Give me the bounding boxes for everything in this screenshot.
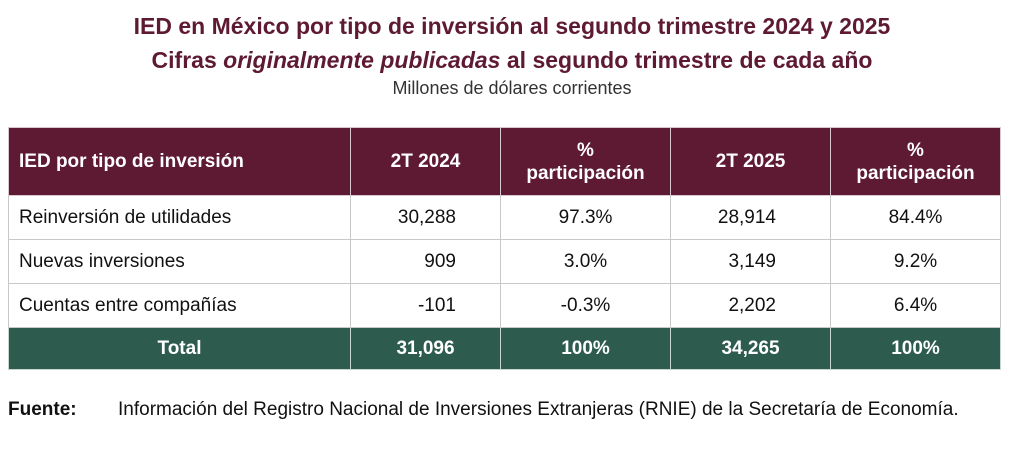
column-header-share-2025: % participación <box>830 127 1001 196</box>
total-value-2024: 31,096 <box>350 327 501 370</box>
source-text: Información del Registro Nacional de Inv… <box>118 399 959 420</box>
row-value-2025: 3,149 <box>670 239 831 284</box>
total-share-2024: 100% <box>500 327 671 370</box>
title-line2-after: al segundo trimestre de cada año <box>500 47 873 73</box>
row-share-2025: 6.4% <box>830 283 1001 328</box>
row-share-2024: -0.3% <box>500 283 671 328</box>
column-header-share-2024: % participación <box>500 127 671 196</box>
column-header-2t2025: 2T 2025 <box>670 127 831 196</box>
row-value-2024: -101 <box>350 283 501 328</box>
fdi-table-container: IED por tipo de inversión 2T 2024 % parti… <box>8 127 1001 370</box>
share-2024-symbol: % <box>577 139 594 161</box>
column-header-2t2024: 2T 2024 <box>350 127 501 196</box>
row-share-2025: 84.4% <box>830 195 1001 240</box>
source-label: Fuente: <box>8 399 77 420</box>
title-line2-italic: originalmente publicadas <box>223 47 501 73</box>
table-row: Cuentas entre compañías -101 -0.3% 2,202… <box>8 283 1001 328</box>
row-concept: Reinversión de utilidades <box>8 195 351 240</box>
fdi-table: IED por tipo de inversión 2T 2024 % parti… <box>8 127 1001 370</box>
total-row: Total 31,096 100% 34,265 100% <box>8 327 1001 370</box>
share-2024-label: participación <box>526 162 645 184</box>
page-title-line2: Cifras originalmente publicadas al segun… <box>0 46 1024 74</box>
row-value-2024: 909 <box>350 239 501 284</box>
table-header: IED por tipo de inversión 2T 2024 % parti… <box>8 127 1001 196</box>
row-value-2025: 2,202 <box>670 283 831 328</box>
row-share-2025: 9.2% <box>830 239 1001 284</box>
table-footer: Total 31,096 100% 34,265 100% <box>8 327 1001 370</box>
table-header-row: IED por tipo de inversión 2T 2024 % parti… <box>8 127 1001 196</box>
page-subtitle: Millones de dólares corrientes <box>392 78 632 98</box>
share-2025-symbol: % <box>907 139 924 161</box>
row-value-2024: 30,288 <box>350 195 501 240</box>
row-share-2024: 3.0% <box>500 239 671 284</box>
row-concept: Cuentas entre compañías <box>8 283 351 328</box>
source-note: Fuente: Información del Registro Naciona… <box>8 398 1000 422</box>
title-line2-before: Cifras <box>151 47 224 73</box>
table-row: Reinversión de utilidades 30,288 97.3% 2… <box>8 195 1001 240</box>
column-header-concept: IED por tipo de inversión <box>8 127 351 196</box>
total-label: Total <box>8 327 351 370</box>
row-value-2025: 28,914 <box>670 195 831 240</box>
row-concept: Nuevas inversiones <box>8 239 351 284</box>
table-row: Nuevas inversiones 909 3.0% 3,149 9.2% <box>8 239 1001 284</box>
share-2025-label: participación <box>856 162 975 184</box>
total-value-2025: 34,265 <box>670 327 831 370</box>
row-share-2024: 97.3% <box>500 195 671 240</box>
total-share-2025: 100% <box>830 327 1001 370</box>
page-title: IED en México por tipo de inversión al s… <box>133 13 891 39</box>
table-body: Reinversión de utilidades 30,288 97.3% 2… <box>8 195 1001 328</box>
